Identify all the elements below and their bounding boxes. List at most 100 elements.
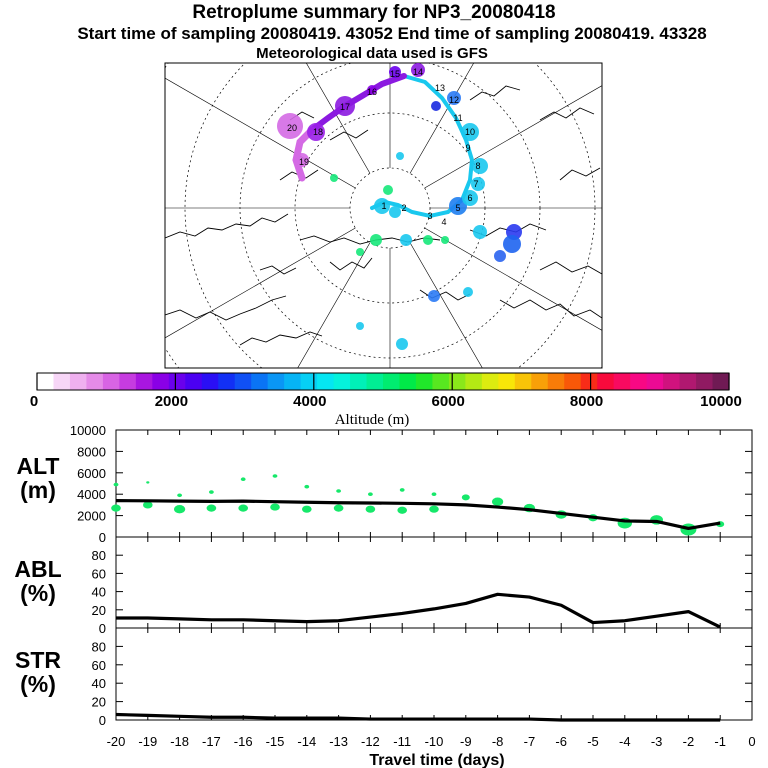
series-line: [115, 712, 721, 722]
colorbar-swatch: [613, 373, 631, 390]
altitude-colorbar: 0 2000 4000 6000 8000 10000 Altitude (m): [30, 372, 742, 428]
y-tick-label: 0: [99, 713, 106, 728]
y-axis-label: (m): [20, 477, 56, 503]
coastline: [239, 331, 323, 346]
x-tick-label: 0: [748, 734, 755, 749]
coastline: [469, 85, 521, 101]
colorbar-swatch: [317, 373, 335, 390]
altitude-cluster-point: [429, 505, 439, 513]
cluster-blob: [461, 123, 479, 141]
day-label: 15: [390, 69, 400, 79]
colorbar-tick-label: 0: [30, 393, 38, 410]
coastline: [559, 167, 601, 181]
colorbar-swatch: [53, 373, 71, 390]
coastline: [165, 295, 287, 321]
x-tick-label: -11: [393, 734, 411, 749]
meridian-line: [409, 63, 475, 174]
day-label: 10: [465, 127, 475, 137]
colorbar-swatch: [663, 373, 681, 390]
meridian-line: [424, 227, 602, 331]
day-label: 4: [441, 217, 446, 227]
cluster-blob: [473, 225, 487, 239]
day-label: 3: [427, 211, 432, 221]
colorbar-swatch: [152, 373, 170, 390]
altitude-cluster-point: [206, 504, 217, 512]
colorbar-swatch: [333, 373, 351, 390]
panel-alt: 0 2000 4000 6000 8000 10000 ALT(m): [16, 423, 753, 545]
cluster-blob: [462, 190, 478, 206]
cluster-blob: [494, 250, 506, 262]
y-tick-label: 20: [92, 603, 106, 618]
panel-frame: [115, 627, 753, 721]
cluster-blob: [356, 322, 364, 330]
x-axis-label: Travel time (days): [369, 752, 504, 768]
colorbar-swatch: [481, 373, 499, 390]
altitude-cluster-point: [177, 493, 183, 498]
day-label: 11: [453, 113, 462, 123]
cluster-blob: [389, 66, 401, 78]
cluster-blob: [383, 185, 393, 195]
colorbar-swatch: [37, 373, 55, 390]
y-tick-label: 20: [92, 695, 106, 710]
altitude-cluster-point: [431, 492, 437, 497]
day-label: 17: [340, 102, 350, 112]
cluster-blob: [330, 174, 338, 182]
altitude-cluster-point: [240, 477, 246, 482]
x-tick-label: -2: [683, 734, 695, 749]
cluster-blob: [447, 91, 461, 105]
day-label: 18: [313, 127, 323, 137]
x-tick-label: -19: [138, 734, 157, 749]
day-label: 12: [449, 95, 459, 105]
colorbar-swatch: [712, 373, 730, 390]
y-axis-label: (%): [20, 580, 56, 606]
altitude-cluster-point: [272, 474, 278, 478]
colorbar-swatch: [547, 373, 565, 390]
altitude-cluster-point: [113, 482, 119, 487]
y-tick-label: 10000: [70, 423, 106, 438]
cluster-blob: [356, 248, 364, 256]
altitude-cluster-point: [143, 501, 153, 509]
day-label: 19: [299, 157, 309, 167]
altitude-cluster-point: [399, 488, 405, 492]
y-tick-label: 80: [92, 639, 106, 654]
cluster-blob: [277, 113, 303, 139]
cluster-blob: [396, 338, 408, 350]
y-axis-label: (%): [20, 671, 56, 697]
meridian-line: [305, 63, 371, 174]
cluster-blob: [428, 290, 440, 302]
x-tick-label: -3: [651, 734, 663, 749]
day-label: 14: [413, 67, 423, 77]
cluster-blob: [423, 235, 433, 245]
y-tick-label: 2000: [77, 509, 106, 524]
colorbar-swatch: [69, 373, 88, 390]
colorbar-swatch: [218, 373, 236, 390]
x-tick-label: -10: [425, 734, 444, 749]
colorbar-swatch: [366, 373, 384, 390]
colorbar-swatch: [514, 373, 532, 390]
y-tick-label: 60: [92, 566, 106, 581]
coastline: [299, 235, 441, 245]
colorbar-swatch: [300, 373, 318, 390]
coastline: [539, 261, 602, 275]
x-tick-label: -20: [107, 734, 126, 749]
altitude-cluster-point: [238, 504, 248, 512]
colorbar-swatch: [646, 373, 664, 390]
cluster-blob: [441, 236, 449, 244]
altitude-cluster-point: [111, 504, 121, 512]
coastline: [419, 289, 471, 301]
x-tick-label: -7: [524, 734, 536, 749]
cluster-blob: [295, 153, 309, 167]
y-axis-label: ABL: [14, 556, 61, 582]
coastline: [329, 257, 373, 271]
y-tick-label: 40: [92, 676, 106, 691]
x-tick-label: -13: [329, 734, 348, 749]
altitude-cluster-point: [368, 492, 373, 497]
colorbar-swatch: [696, 373, 714, 390]
colorbar-swatch: [168, 373, 186, 390]
colorbar-swatch: [465, 373, 483, 390]
colorbar-swatch: [119, 373, 137, 390]
x-tick-label: -4: [619, 734, 631, 749]
day-label: 20: [287, 123, 297, 133]
